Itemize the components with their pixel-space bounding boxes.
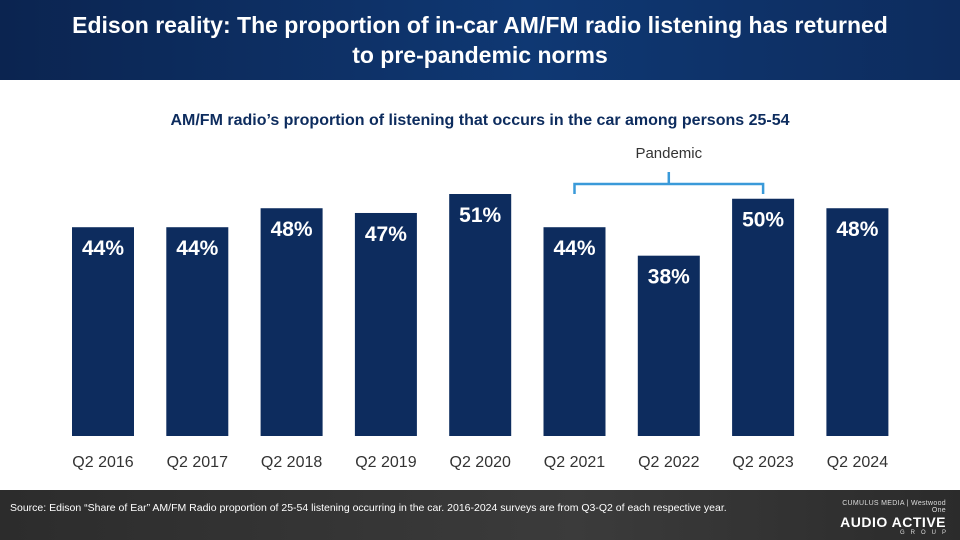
bar-q2-2018 [260,208,323,436]
x-tick-label: Q2 2024 [827,454,888,471]
data-label: 44% [553,237,595,260]
data-label: 47% [365,223,407,246]
audio-active-group-logo: CUMULUS MEDIA | Westwood One AUDIO ACTIV… [826,500,946,536]
bar-chart: 44% Q2 2016 44% Q2 2017 48% Q2 2018 47% Q2 2019… [72,145,889,471]
bar-q2-2021 [543,227,606,436]
pandemic-annotation-label: Pandemic [635,145,702,162]
pandemic-bracket [573,172,765,194]
bar-q2-2019 [354,212,417,436]
page-title: Edison reality: The proportion of in-car… [72,12,888,68]
x-tick-label: Q2 2022 [638,454,699,471]
x-tick-label: Q2 2017 [167,454,228,471]
data-label: 44% [82,237,124,260]
data-label: 44% [176,237,218,260]
title-banner: Edison reality: The proportion of in-car… [0,0,960,80]
bar-q2-2017 [166,227,229,436]
logo-wordmark: AUDIO ACTIVE [840,514,946,530]
bar-q2-2020 [449,194,512,436]
bar-q2-2016 [72,227,134,436]
data-label: 48% [271,218,313,241]
data-label: 38% [648,266,690,289]
x-tick-label: Q2 2023 [732,454,793,471]
logo-parent-brands: CUMULUS MEDIA | Westwood One [842,500,946,514]
bar-q2-2023 [732,198,795,436]
footer-bar: Source: Edison “Share of Ear” AM/FM Radi… [0,490,960,540]
bar-q2-2024 [826,208,889,436]
x-tick-label: Q2 2020 [450,454,511,471]
source-note: Source: Edison “Share of Ear” AM/FM Radi… [10,502,727,514]
chart-title: AM/FM radio’s proportion of listening th… [170,112,790,129]
x-tick-label: Q2 2018 [261,454,322,471]
data-label: 51% [459,204,501,227]
x-tick-label: Q2 2021 [544,454,605,471]
data-label: 50% [742,209,784,232]
data-label: 48% [836,218,878,241]
x-tick-label: Q2 2019 [355,454,416,471]
logo-subtext: GROUP [899,530,952,536]
bar-q2-2022 [637,255,700,436]
x-tick-label: Q2 2016 [72,454,133,471]
